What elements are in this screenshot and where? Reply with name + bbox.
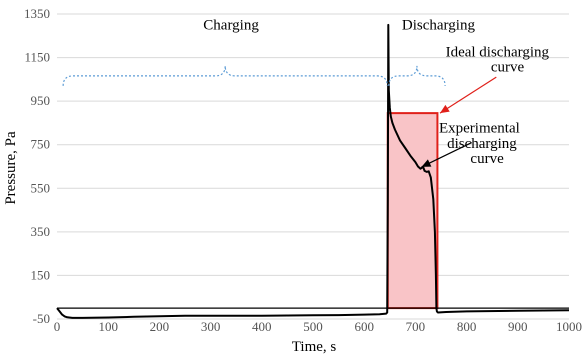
curly-brace-charging [62, 65, 388, 86]
series-layer [56, 23, 570, 319]
y-axis-title: Pressure, Pa [3, 131, 19, 205]
annotation-label: Charging [203, 17, 259, 33]
x-tick-label: 700 [406, 319, 426, 334]
y-ticks: -50 150 350 550 750 950 1150 1350 [24, 6, 50, 326]
grid-lines [57, 13, 569, 320]
arrow-head [421, 159, 432, 167]
y-tick-label: 350 [31, 224, 51, 239]
annotation-label: curve [470, 151, 504, 167]
x-tick-label: 0 [54, 319, 61, 334]
ideal-curve-layer [386, 112, 439, 310]
x-ticks: 0 100 200 300 400 500 600 700 800 900 1000 [54, 319, 582, 334]
y-tick-label: -50 [33, 311, 50, 326]
arrow-layer [421, 76, 497, 168]
ideal-discharging-rect [386, 112, 439, 310]
annotation-label: Experimental [439, 121, 520, 137]
y-tick-label: 150 [31, 267, 51, 282]
y-tick-label: 950 [31, 93, 51, 108]
annotation-label: Discharging [402, 17, 476, 33]
x-tick-label: 200 [150, 319, 170, 334]
y-tick-label: 750 [31, 137, 51, 152]
annotation-label: discharging [447, 136, 517, 152]
x-tick-label: 100 [98, 319, 118, 334]
arrow-line [421, 141, 472, 168]
x-tick-label: 800 [457, 319, 477, 334]
x-tick-label: 400 [252, 319, 272, 334]
annotation-label: curve [491, 60, 525, 76]
x-tick-label: 500 [303, 319, 323, 334]
x-tick-label: 600 [354, 319, 374, 334]
y-tick-label: 550 [31, 180, 51, 195]
y-tick-label: 1150 [24, 50, 50, 65]
x-tick-label: 1000 [556, 319, 582, 334]
y-tick-label: 1350 [24, 6, 50, 21]
experimental-pressure-line [56, 23, 570, 319]
brace-layer [62, 65, 446, 86]
arrow-head [439, 104, 450, 114]
arrow-line [439, 76, 497, 114]
curly-brace-discharging [388, 65, 446, 86]
x-tick-label: 900 [508, 319, 528, 334]
x-tick-label: 300 [201, 319, 221, 334]
annotation-label: Ideal discharging [446, 44, 550, 60]
x-axis-title: Time, s [292, 339, 337, 355]
